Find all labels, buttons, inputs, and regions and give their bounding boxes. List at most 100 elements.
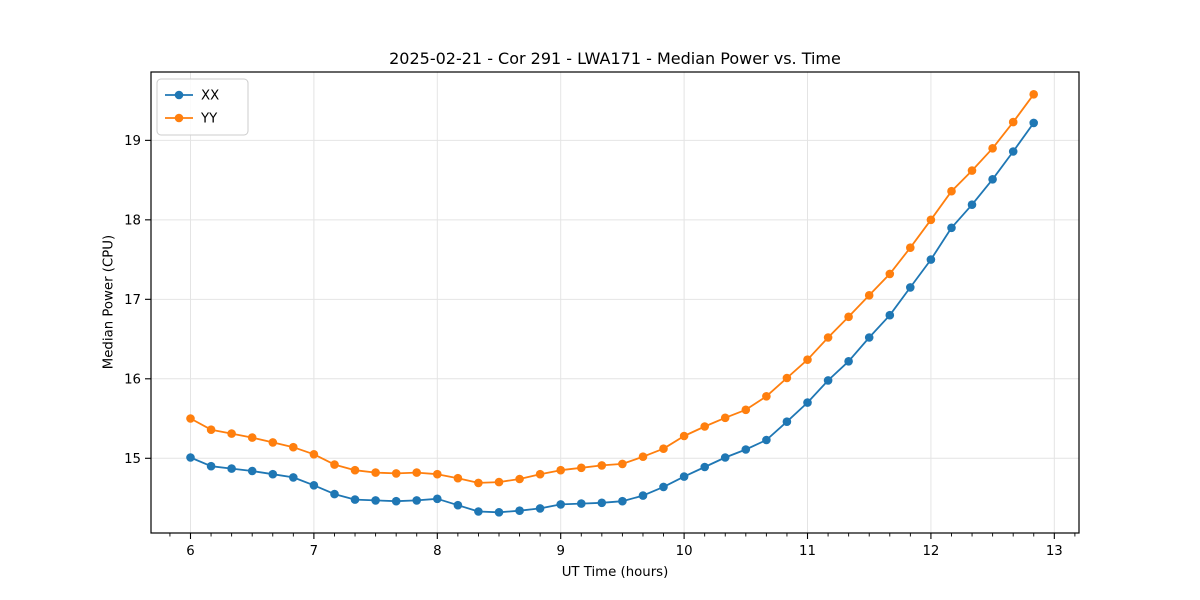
data-point-xx xyxy=(309,481,319,490)
data-point-yy xyxy=(474,478,483,488)
data-point-yy xyxy=(885,269,895,279)
y-tick-label: 19 xyxy=(124,134,141,149)
data-point-xx xyxy=(638,491,648,500)
data-point-yy xyxy=(741,405,751,415)
data-point-xx xyxy=(350,495,360,504)
data-point-yy xyxy=(350,465,360,475)
data-point-yy xyxy=(391,469,401,478)
data-point-xx xyxy=(268,469,278,479)
data-point-yy xyxy=(1029,90,1038,99)
data-point-xx xyxy=(906,283,915,292)
data-point-xx xyxy=(947,223,956,233)
data-point-yy xyxy=(433,469,442,479)
data-point-yy xyxy=(206,425,216,435)
data-point-yy xyxy=(618,459,627,469)
data-point-yy xyxy=(679,431,689,441)
data-point-xx xyxy=(926,255,936,264)
data-point-xx xyxy=(330,489,339,499)
data-point-xx xyxy=(864,333,874,342)
x-tick-label: 11 xyxy=(799,544,816,559)
data-point-xx xyxy=(988,175,997,184)
x-tick-label: 7 xyxy=(310,544,318,559)
legend-label-yy: YY xyxy=(200,112,218,127)
data-point-xx xyxy=(597,498,607,508)
data-point-xx xyxy=(844,357,853,366)
data-point-yy xyxy=(309,450,319,459)
data-point-yy xyxy=(289,442,298,452)
data-point-yy xyxy=(1008,117,1018,127)
data-point-xx xyxy=(720,453,730,462)
data-point-yy xyxy=(597,461,607,470)
data-point-xx xyxy=(1029,118,1038,128)
y-tick-label: 17 xyxy=(124,293,141,308)
data-point-xx xyxy=(227,464,236,473)
x-tick-label: 8 xyxy=(433,544,441,559)
data-point-yy xyxy=(577,463,586,473)
data-point-xx xyxy=(186,453,195,462)
data-point-yy xyxy=(906,243,915,252)
data-point-xx xyxy=(494,508,504,517)
data-point-yy xyxy=(330,460,339,469)
data-point-yy xyxy=(700,422,709,431)
x-axis-label: UT Time (hours) xyxy=(561,565,669,580)
legend-marker-xx xyxy=(174,90,184,100)
x-tick-label: 13 xyxy=(1046,544,1063,559)
data-point-xx xyxy=(453,500,463,510)
data-point-yy xyxy=(659,444,668,454)
y-tick-label: 16 xyxy=(124,372,141,387)
data-point-yy xyxy=(864,291,874,300)
legend-marker-yy xyxy=(174,113,184,123)
data-point-xx xyxy=(741,445,751,454)
data-point-yy xyxy=(494,477,504,487)
data-point-yy xyxy=(926,215,936,225)
data-point-yy xyxy=(720,413,730,423)
data-point-yy xyxy=(556,465,565,475)
data-point-xx xyxy=(967,200,977,209)
data-point-xx xyxy=(577,499,586,508)
data-point-yy xyxy=(803,355,812,365)
data-point-yy xyxy=(247,433,257,442)
data-point-yy xyxy=(268,438,278,447)
data-point-xx xyxy=(206,461,216,471)
data-point-xx xyxy=(556,500,565,509)
x-tick-label: 6 xyxy=(186,544,194,559)
plot-frame xyxy=(150,71,1080,534)
legend-label-xx: XX xyxy=(201,89,219,104)
data-point-yy xyxy=(371,468,380,477)
data-point-yy xyxy=(823,333,833,342)
data-point-xx xyxy=(289,473,298,482)
data-point-xx xyxy=(782,417,792,427)
data-point-xx xyxy=(618,496,627,506)
data-point-xx xyxy=(535,504,545,513)
data-point-yy xyxy=(227,429,236,438)
data-point-xx xyxy=(515,506,524,515)
data-point-xx xyxy=(823,376,833,385)
data-point-yy xyxy=(638,452,648,462)
x-tick-label: 9 xyxy=(556,544,564,559)
data-point-xx xyxy=(803,398,812,407)
x-tick-label: 10 xyxy=(676,544,693,559)
y-tick-label: 18 xyxy=(124,213,141,228)
y-tick-label: 15 xyxy=(124,452,141,467)
data-point-yy xyxy=(967,166,977,175)
data-point-xx xyxy=(700,462,709,472)
data-point-yy xyxy=(453,473,463,483)
chart-title: 2025-02-21 - Cor 291 - LWA171 - Median P… xyxy=(389,49,841,68)
data-point-yy xyxy=(947,186,956,196)
legend-box xyxy=(156,78,249,136)
x-tick-label: 12 xyxy=(922,544,939,559)
data-point-yy xyxy=(988,144,997,153)
data-point-yy xyxy=(186,414,195,423)
y-axis-label: Median Power (CPU) xyxy=(101,234,117,370)
data-point-yy xyxy=(535,469,545,479)
data-point-yy xyxy=(515,474,524,484)
data-point-xx xyxy=(474,507,483,516)
data-point-xx xyxy=(885,310,895,320)
data-point-yy xyxy=(782,373,792,383)
data-point-yy xyxy=(412,468,422,477)
data-point-xx xyxy=(679,472,689,481)
data-point-yy xyxy=(844,312,853,322)
data-point-xx xyxy=(412,496,422,505)
